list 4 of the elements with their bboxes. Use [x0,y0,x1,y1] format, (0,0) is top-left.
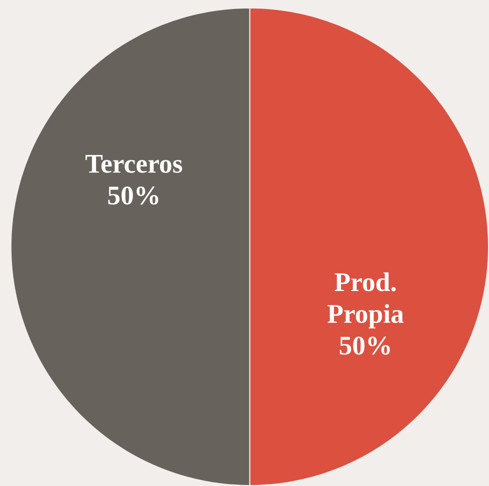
data-label: 50% [340,336,390,355]
slice-label: Prod. Propia [328,272,404,328]
data-label: 50% [108,186,158,205]
slice-label: Terceros [86,155,182,173]
